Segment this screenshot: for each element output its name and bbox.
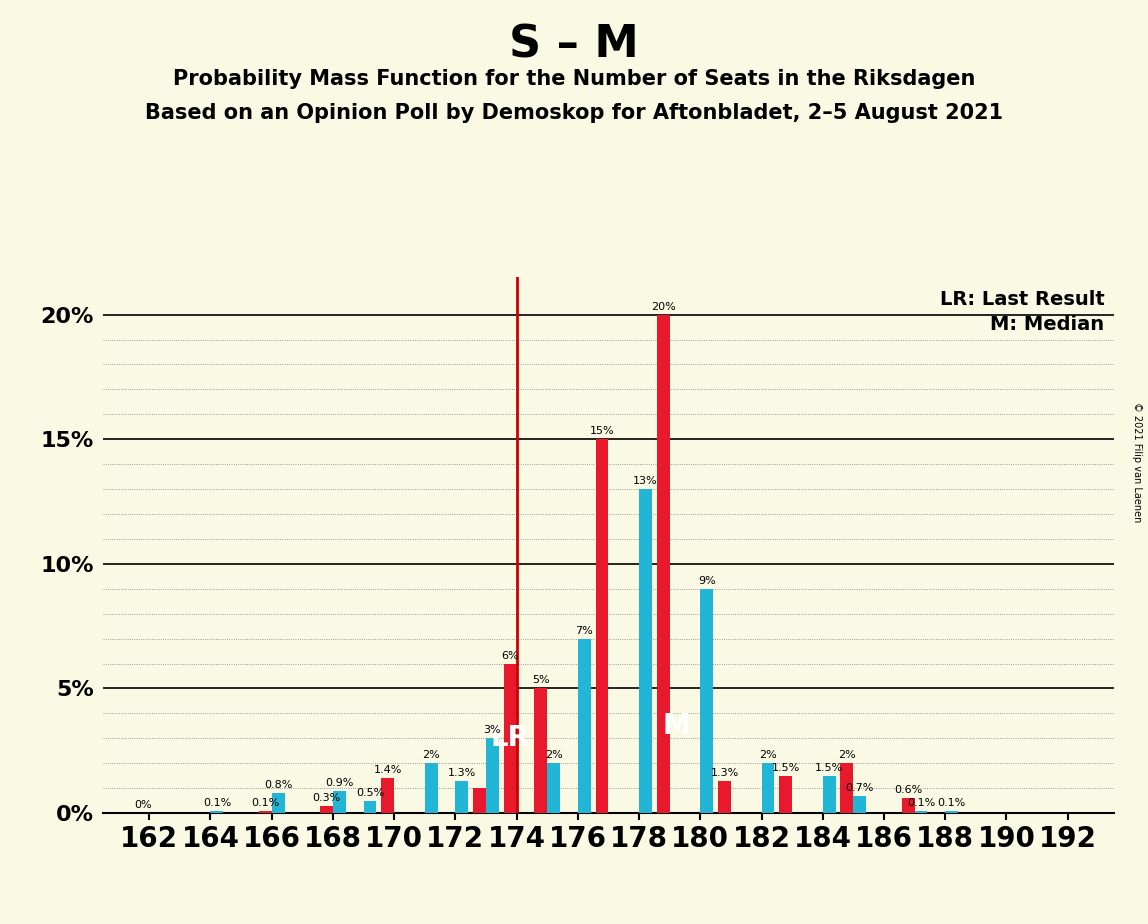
Text: M: M (662, 711, 690, 740)
Bar (381, 778, 394, 813)
Text: 9%: 9% (698, 576, 715, 586)
Bar (333, 791, 346, 813)
Text: 0.1%: 0.1% (203, 797, 231, 808)
Text: 1.5%: 1.5% (815, 762, 844, 772)
Bar (534, 688, 548, 813)
Text: 0.1%: 0.1% (907, 797, 936, 808)
Bar (761, 763, 775, 813)
Bar (915, 810, 928, 813)
Bar (486, 738, 499, 813)
Text: 0%: 0% (134, 800, 152, 810)
Bar (779, 776, 792, 813)
Bar (639, 489, 652, 813)
Text: Probability Mass Function for the Number of Seats in the Riksdagen: Probability Mass Function for the Number… (173, 69, 975, 90)
Text: 0.7%: 0.7% (846, 783, 874, 793)
Text: 2%: 2% (545, 750, 563, 760)
Text: LR: Last Result: LR: Last Result (939, 289, 1104, 309)
Bar (272, 793, 285, 813)
Text: 1.3%: 1.3% (711, 768, 738, 778)
Bar (504, 663, 517, 813)
Text: 0.1%: 0.1% (251, 797, 279, 808)
Text: 5%: 5% (532, 675, 550, 686)
Bar (456, 781, 468, 813)
Bar (840, 763, 853, 813)
Text: S – M: S – M (509, 23, 639, 67)
Bar (657, 314, 669, 813)
Text: 2%: 2% (422, 750, 440, 760)
Bar (364, 801, 377, 813)
Text: 15%: 15% (590, 426, 614, 436)
Text: M: Median: M: Median (991, 314, 1104, 334)
Bar (718, 781, 731, 813)
Text: 0.3%: 0.3% (312, 793, 341, 803)
Bar (901, 798, 915, 813)
Bar (473, 788, 486, 813)
Bar (320, 806, 333, 813)
Bar (425, 763, 437, 813)
Bar (945, 810, 959, 813)
Text: 2%: 2% (759, 750, 777, 760)
Text: 1.5%: 1.5% (771, 762, 800, 772)
Text: 1.4%: 1.4% (373, 765, 402, 775)
Text: 0.1%: 0.1% (938, 797, 965, 808)
Text: LR: LR (490, 724, 529, 752)
Text: © 2021 Filip van Laenen: © 2021 Filip van Laenen (1132, 402, 1142, 522)
Bar (548, 763, 560, 813)
Bar (823, 776, 836, 813)
Bar (700, 589, 713, 813)
Text: 0.9%: 0.9% (325, 778, 354, 787)
Bar (596, 439, 608, 813)
Text: 0.8%: 0.8% (264, 780, 293, 790)
Text: Based on an Opinion Poll by Demoskop for Aftonbladet, 2–5 August 2021: Based on an Opinion Poll by Demoskop for… (145, 103, 1003, 124)
Text: 13%: 13% (634, 476, 658, 486)
Text: 1.3%: 1.3% (448, 768, 476, 778)
Text: 3%: 3% (483, 725, 502, 736)
Text: 0.6%: 0.6% (894, 785, 922, 796)
Bar (258, 810, 272, 813)
Text: 6%: 6% (502, 650, 519, 661)
Bar (210, 810, 224, 813)
Text: 0.5%: 0.5% (356, 787, 385, 797)
Bar (853, 796, 867, 813)
Bar (577, 638, 591, 813)
Text: 20%: 20% (651, 301, 676, 311)
Text: 7%: 7% (575, 626, 594, 636)
Text: 2%: 2% (838, 750, 855, 760)
